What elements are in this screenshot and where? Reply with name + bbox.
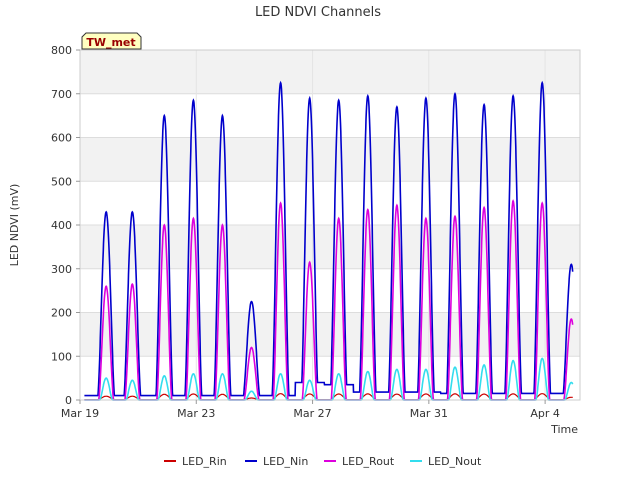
y-tick-label: 400 (51, 219, 72, 232)
x-tick-label: Mar 19 (61, 407, 99, 420)
plot-band (80, 312, 580, 357)
x-tick-label: Apr 4 (530, 407, 560, 420)
x-tick-label: Mar 31 (410, 407, 448, 420)
y-tick-label: 800 (51, 44, 72, 57)
x-axis-label: Time (550, 423, 578, 436)
plot-background (80, 50, 580, 357)
station-badge: TW_met (81, 32, 142, 50)
legend: LED_Rin LED_Nin LED_Rout LED_Nout (164, 455, 482, 468)
plot-band (80, 225, 580, 269)
y-axis-ticks: 0 100 200 300 400 500 600 700 800 (51, 44, 80, 407)
plot-band (80, 137, 580, 182)
x-tick-label: Mar 23 (177, 407, 215, 420)
grid (79, 49, 580, 401)
y-tick-label: 600 (51, 132, 72, 145)
y-tick-label: 300 (51, 263, 72, 276)
y-tick-label: 700 (51, 88, 72, 101)
legend-label: LED_Rin (182, 455, 227, 468)
y-tick-label: 0 (65, 394, 72, 407)
y-tick-label: 100 (51, 350, 72, 363)
legend-label: LED_Nin (263, 455, 308, 468)
legend-label: LED_Nout (428, 455, 482, 468)
y-tick-label: 200 (51, 307, 72, 320)
y-axis-label: LED NDVI (mV) (8, 184, 21, 267)
plot-band (80, 50, 580, 94)
chart-title: LED NDVI Channels (255, 5, 381, 20)
series-led-nin (84, 80, 574, 397)
legend-label: LED_Rout (342, 455, 395, 468)
y-tick-label: 500 (51, 175, 72, 188)
station-badge-label: TW_met (86, 36, 135, 49)
x-axis-ticks: Mar 19 Mar 23 Mar 27 Mar 31 Apr 4 (61, 400, 560, 420)
x-tick-label: Mar 27 (293, 407, 331, 420)
